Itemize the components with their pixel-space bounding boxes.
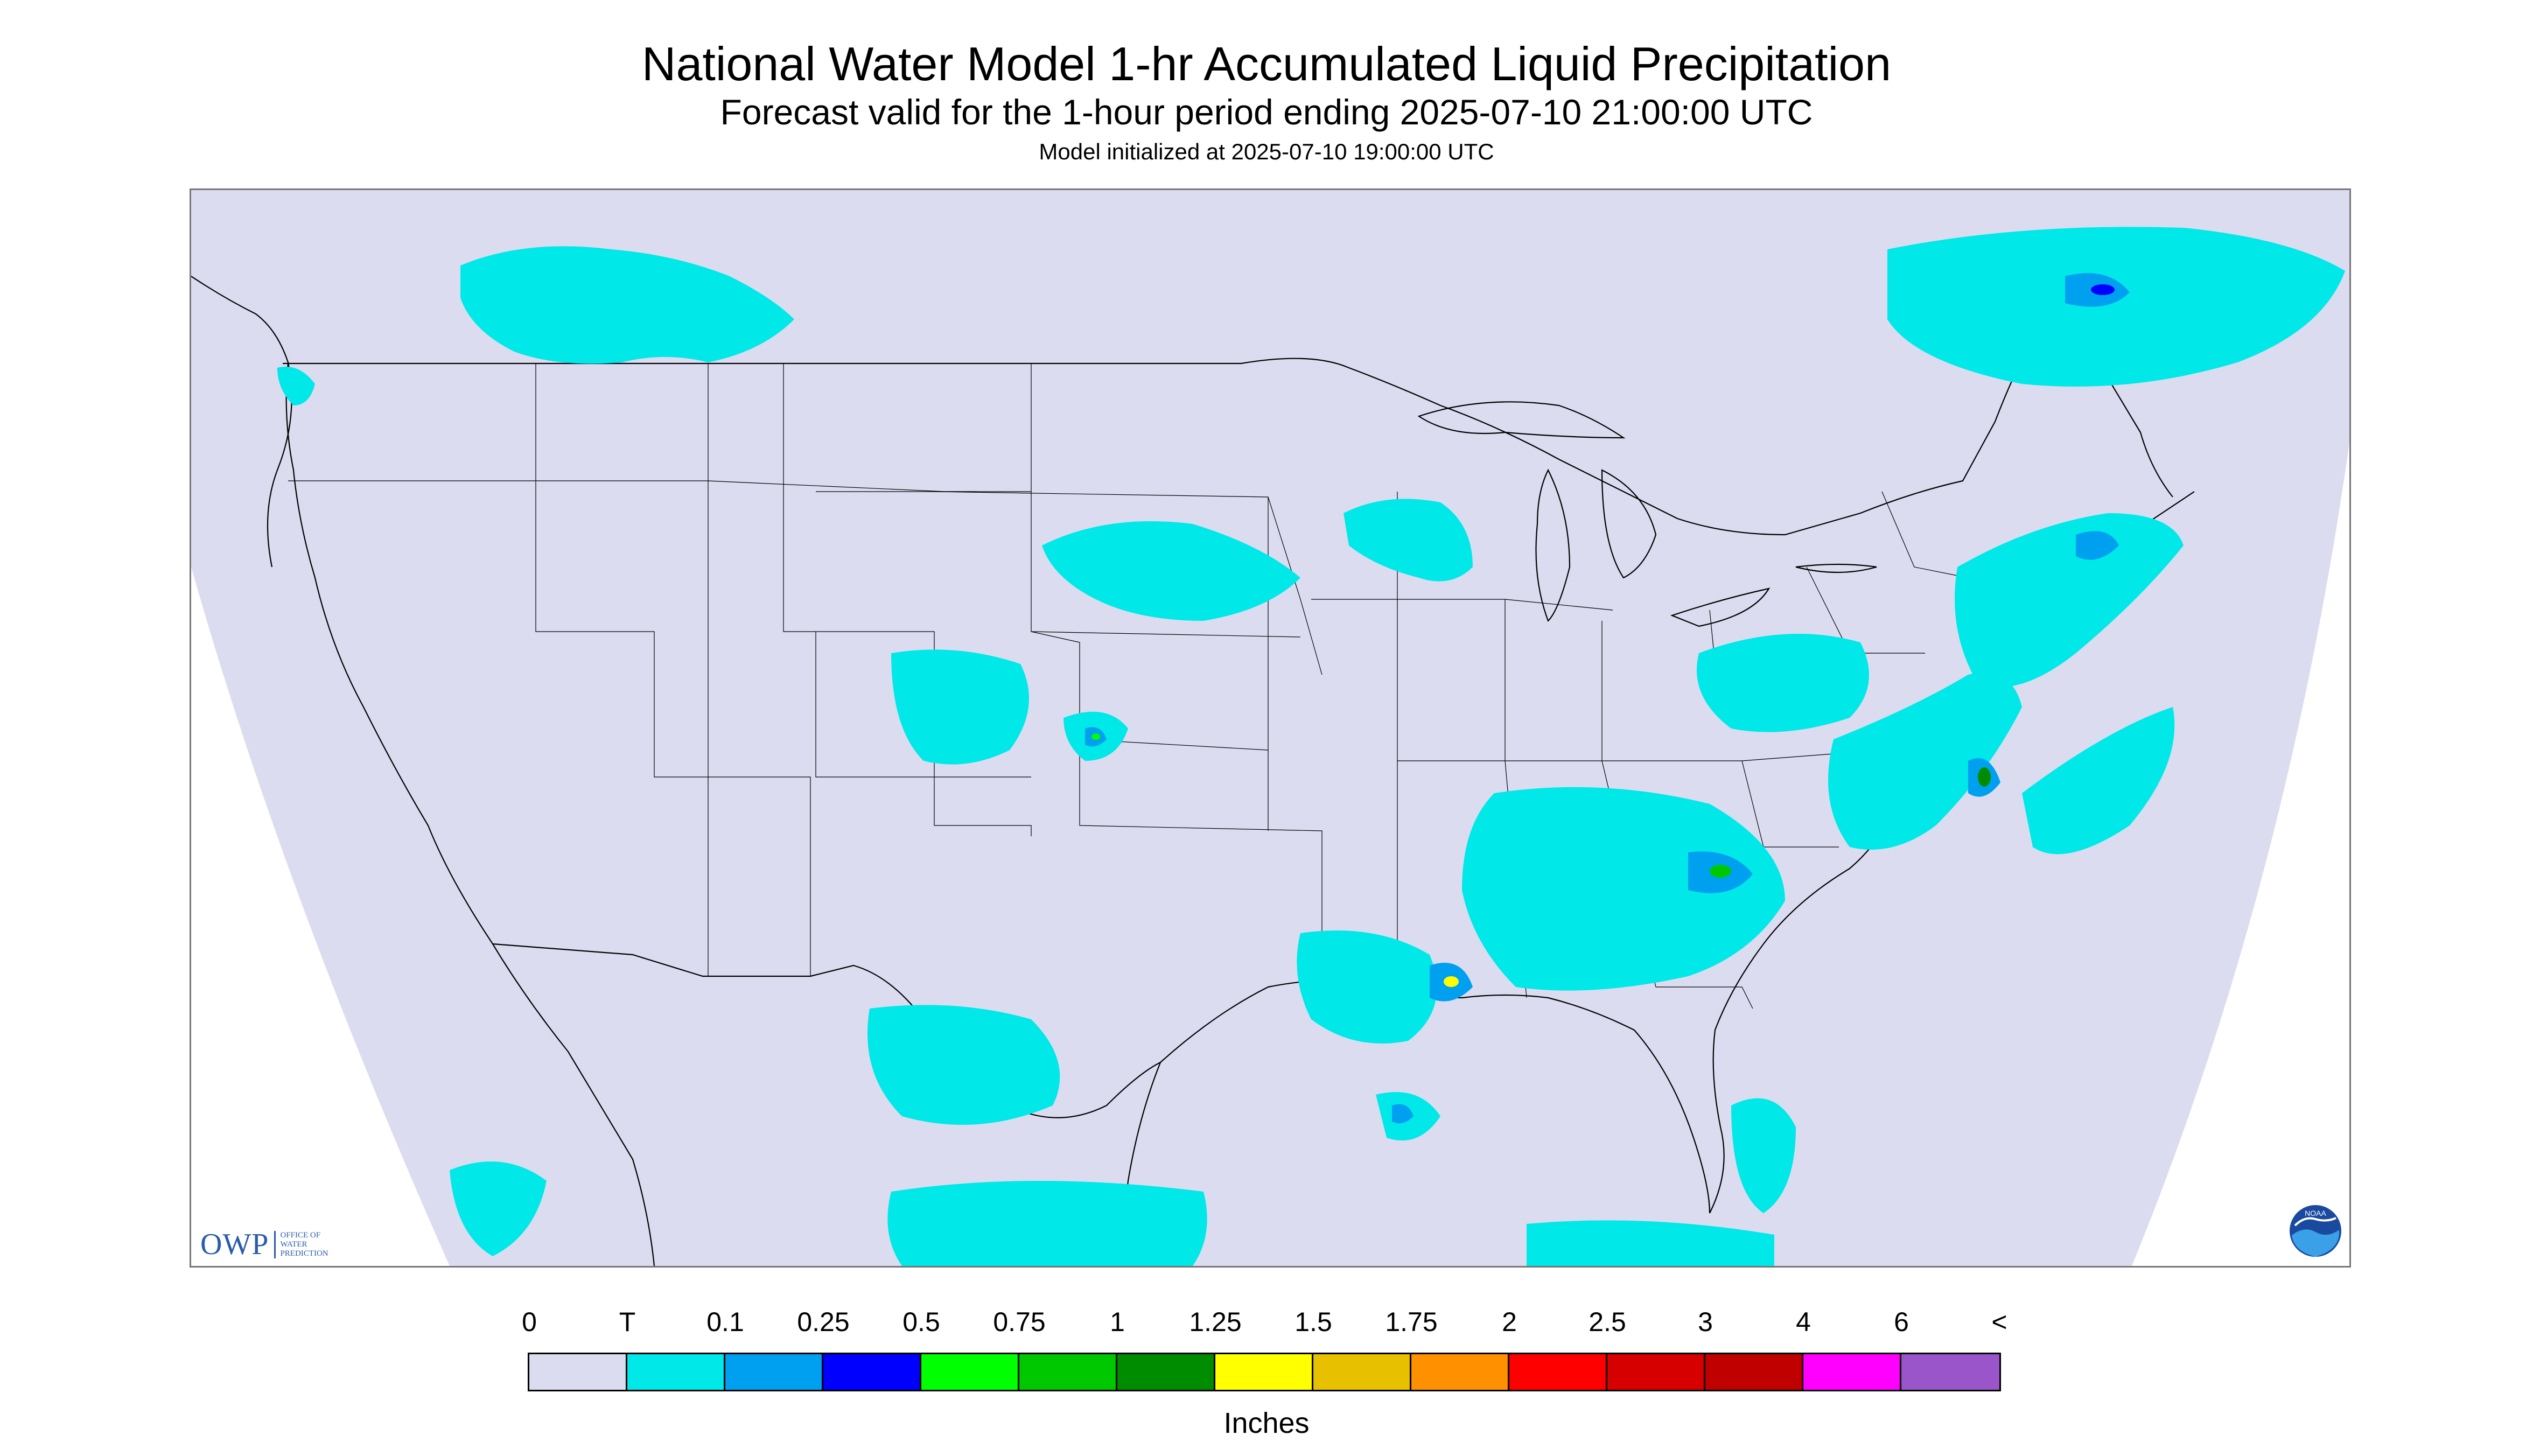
- legend-swatch: [1411, 1354, 1509, 1390]
- legend-swatch: [1215, 1354, 1313, 1390]
- precip-area-northeast: [1955, 513, 2184, 688]
- precip-cell-mississippi-core: [1444, 976, 1459, 987]
- model-init-time: Model initialized at 2025-07-10 19:00:00…: [1039, 139, 1494, 164]
- lake-ontario: [1795, 563, 1877, 573]
- precip-area-western-atlantic: [2022, 707, 2175, 855]
- legend-swatch: [1803, 1354, 1901, 1390]
- legend-swatch: [1607, 1354, 1705, 1390]
- precip-cell-kansas-core: [1091, 733, 1100, 740]
- legend-tick-label: 1.75: [1385, 1307, 1438, 1337]
- precip-cell-gulf: [1392, 1104, 1414, 1124]
- precip-area-north-cascade: [277, 367, 315, 405]
- precip-area-southeast: [1462, 787, 1785, 991]
- lake-erie: [1670, 587, 1771, 627]
- legend-tick-label: T: [619, 1307, 636, 1337]
- legend-tick-label: 0.5: [902, 1307, 940, 1337]
- owp-logo-mark: OWP: [200, 1228, 269, 1261]
- legend-swatch: [627, 1354, 725, 1390]
- legend-tick-label: 0: [522, 1307, 537, 1337]
- precip-area-baja: [450, 1161, 547, 1256]
- precip-area-quebec: [1887, 227, 2345, 387]
- legend-tick-label: 0.25: [797, 1307, 850, 1337]
- owp-logo: OWP OFFICE OF WATER PREDICTION: [200, 1226, 350, 1263]
- mexico-coast: [492, 943, 655, 1266]
- legend-color-bar: [528, 1353, 2001, 1391]
- precip-area-colorado: [891, 649, 1029, 765]
- legend-swatch: [1509, 1354, 1607, 1390]
- legend-tick-label: 1.5: [1295, 1307, 1332, 1337]
- precipitation-legend: 0 T 0.1 0.25 0.5 0.75 1 1.25 1.5 1.75 2 2.5 3 4 6 <: [522, 1303, 2014, 1398]
- legend-tick-label: 2: [1502, 1307, 1517, 1337]
- legend-tick-label: 2.5: [1589, 1307, 1626, 1337]
- legend-swatch: [823, 1354, 921, 1390]
- legend-tick-labels: 0 T 0.1 0.25 0.5 0.75 1 1.25 1.5 1.75 2 2.5 3 4 6 <: [522, 1303, 2014, 1341]
- precip-cell-quebec-core: [2091, 284, 2115, 295]
- legend-tick-label: 1: [1110, 1307, 1125, 1337]
- legend-swatch: [921, 1354, 1019, 1390]
- owp-line-2: WATER: [280, 1240, 307, 1249]
- legend-swatch: [1117, 1354, 1215, 1390]
- legend-swatch: [1705, 1354, 1803, 1390]
- legend-swatch: [529, 1354, 627, 1390]
- legend-tick-label: 0.75: [993, 1307, 1046, 1337]
- precip-area-gulf-coast: [1297, 930, 1437, 1044]
- map-title: National Water Model 1-hr Accumulated Li…: [641, 37, 1892, 90]
- legend-tick-label: 6: [1894, 1307, 1909, 1337]
- legend-swatch: [725, 1354, 823, 1390]
- precip-area-upper-midwest: [1344, 499, 1473, 582]
- us-west-coast: [285, 363, 493, 944]
- precip-cell-northeast: [2076, 531, 2119, 560]
- model-domain: [191, 190, 2349, 1266]
- lake-michigan: [1535, 468, 1571, 622]
- owp-line-3: PREDICTION: [280, 1249, 328, 1258]
- precipitation-areas: [277, 227, 2345, 1266]
- noaa-logo-icon: NOAA: [2290, 1205, 2341, 1257]
- precip-area-caribbean: [1527, 1220, 1774, 1266]
- legend-swatch: [1019, 1354, 1117, 1390]
- legend-units-label: Inches: [1223, 1407, 1310, 1439]
- precip-cell-southeast-core: [1710, 865, 1731, 878]
- owp-line-1: OFFICE OF: [280, 1230, 321, 1240]
- gulf-coast: [1160, 979, 1711, 1214]
- noaa-logo-text: NOAA: [2305, 1209, 2326, 1217]
- lake-huron: [1601, 469, 1657, 579]
- precip-area-northern-plains: [460, 246, 794, 364]
- precipitation-map: [190, 188, 2351, 1268]
- legend-tick-label: 4: [1796, 1307, 1811, 1337]
- precip-area-south-mexico: [887, 1181, 1207, 1266]
- precip-area-florida: [1731, 1098, 1796, 1213]
- legend-tick-label: <: [1991, 1307, 2007, 1337]
- lake-superior: [1417, 401, 1626, 439]
- map-subtitle: Forecast valid for the 1-hour period end…: [720, 92, 1813, 132]
- precip-area-mid-atlantic: [1828, 673, 2022, 850]
- precip-cell-virginia-core: [1978, 767, 1991, 787]
- owp-logo-text: OFFICE OF WATER PREDICTION: [274, 1230, 350, 1258]
- legend-swatch: [1901, 1354, 1999, 1390]
- precip-area-ohio-valley: [1697, 634, 1869, 732]
- legend-tick-label: 0.1: [706, 1307, 744, 1337]
- legend-tick-label: 1.25: [1189, 1307, 1242, 1337]
- precip-area-northern-mexico: [867, 1005, 1060, 1125]
- legend-swatch: [1313, 1354, 1411, 1390]
- legend-tick-label: 3: [1698, 1307, 1713, 1337]
- precip-area-nebraska: [1042, 521, 1300, 621]
